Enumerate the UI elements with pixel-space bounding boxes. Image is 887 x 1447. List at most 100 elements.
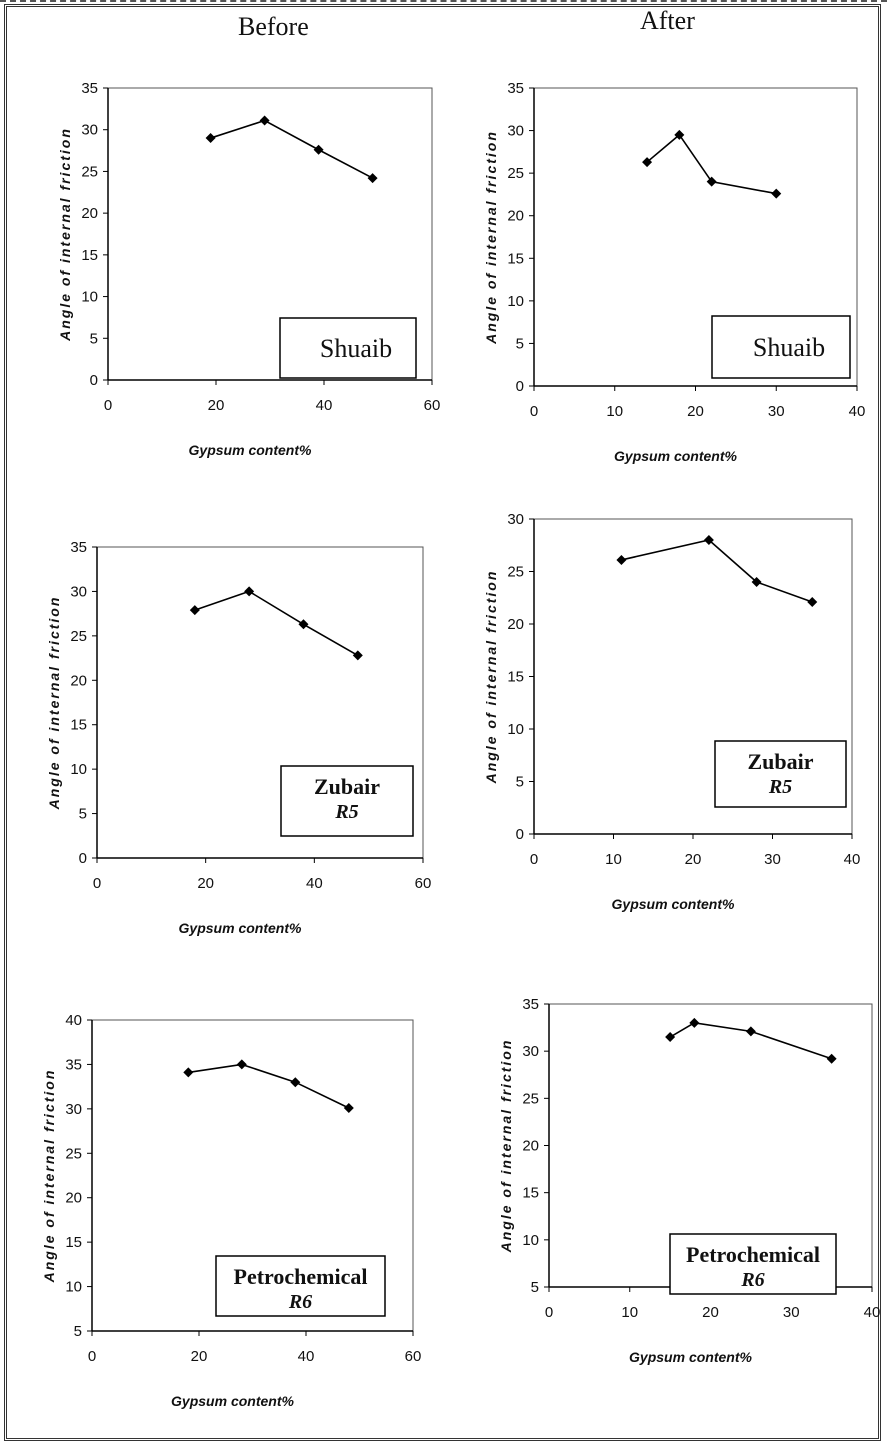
y-tick-label: 35 [65, 1056, 82, 1073]
y-tick-label: 0 [516, 826, 524, 843]
x-tick-label: 20 [191, 1348, 208, 1365]
y-tick-label: 10 [507, 293, 524, 310]
x-tick-label: 40 [849, 403, 866, 420]
x-tick-label: 30 [764, 851, 781, 868]
y-tick-label: 20 [522, 1138, 539, 1155]
data-point [826, 1053, 837, 1064]
data-point [290, 1077, 301, 1088]
x-tick-label: 40 [864, 1304, 881, 1321]
x-tick-label: 0 [93, 875, 101, 892]
x-axis-title: Gypsum content% [629, 1349, 752, 1365]
data-point [642, 157, 653, 168]
x-tick-label: 60 [424, 397, 441, 414]
y-tick-label: 10 [65, 1279, 82, 1296]
label-site-code: R5 [768, 776, 792, 798]
y-tick-label: 30 [522, 1043, 539, 1060]
data-point [616, 554, 627, 565]
y-tick-label: 30 [65, 1101, 82, 1118]
data-point [807, 596, 818, 607]
label-site-code: R6 [288, 1291, 312, 1313]
label-box [215, 1255, 386, 1317]
chart-after-shuaib: 0 5 10 15 20 25 30 35 0 10 20 30 40 Gypsum content% An… [483, 80, 865, 464]
data-point [298, 619, 309, 630]
data-point [367, 173, 378, 184]
x-tick-label: 0 [530, 403, 538, 420]
chart-before-shuaib: 0 5 10 15 20 25 30 35 0 20 40 60 Gypsum content% Angl… [57, 80, 440, 458]
data-point [751, 577, 762, 587]
series-line [621, 539, 813, 603]
y-tick-label: 15 [65, 1234, 82, 1251]
x-tick-label: 10 [621, 1304, 638, 1321]
data-point [745, 1026, 756, 1037]
x-tick-label: 0 [104, 397, 112, 414]
x-tick-label: 10 [605, 851, 622, 868]
label-site-name: Petrochemical [686, 1242, 820, 1267]
series-line [188, 1063, 350, 1109]
y-axis-title: Angle of internal friction [46, 596, 62, 811]
y-tick-label: 25 [65, 1145, 82, 1162]
y-tick-label: 25 [70, 628, 87, 645]
data-point [189, 605, 200, 616]
y-tick-label: 15 [522, 1185, 539, 1202]
x-axis-title: Gypsum content% [612, 896, 735, 912]
x-tick-label: 40 [298, 1348, 315, 1365]
data-point [183, 1067, 194, 1078]
x-tick-label: 40 [316, 397, 333, 414]
data-point [205, 133, 216, 144]
label-box [714, 740, 847, 808]
label-site-name: Shuaib [320, 334, 392, 363]
label-site-name: Zubair [314, 774, 380, 799]
y-tick-label: 30 [70, 583, 87, 600]
data-point [706, 176, 717, 187]
y-tick-label: 0 [79, 850, 87, 867]
y-tick-label: 35 [522, 996, 539, 1013]
x-tick-label: 20 [208, 397, 225, 414]
series-line [194, 590, 359, 657]
x-axis-title: Gypsum content% [171, 1393, 294, 1409]
y-tick-label: 5 [79, 806, 87, 823]
label-box [280, 765, 414, 837]
label-site-name: Petrochemical [234, 1264, 368, 1289]
x-tick-label: 20 [685, 851, 702, 868]
data-point [313, 144, 324, 155]
y-tick-label: 20 [507, 208, 524, 225]
data-point [352, 650, 363, 661]
label-site-name: Zubair [747, 749, 813, 774]
chart-before-petrochemical: 5 10 15 20 25 30 35 40 0 20 40 60 Gypsum content% Ang… [41, 1012, 421, 1409]
top-dashed-border [0, 0, 887, 2]
y-tick-label: 5 [531, 1279, 539, 1296]
y-tick-label: 35 [507, 80, 524, 97]
y-tick-label: 35 [70, 539, 87, 556]
x-tick-label: 40 [306, 875, 323, 892]
y-tick-label: 5 [516, 335, 524, 352]
y-tick-label: 20 [81, 205, 98, 222]
y-axis-title: Angle of internal friction [498, 1039, 514, 1254]
y-tick-label: 40 [65, 1012, 82, 1029]
x-axis-title: Gypsum content% [179, 920, 302, 936]
y-tick-label: 25 [507, 165, 524, 182]
y-tick-label: 20 [507, 616, 524, 633]
x-axis-title: Gypsum content% [614, 448, 737, 464]
y-tick-label: 25 [81, 163, 98, 180]
x-tick-label: 20 [687, 403, 704, 420]
y-tick-label: 10 [70, 761, 87, 778]
label-box [669, 1233, 837, 1295]
label-box [279, 317, 417, 379]
x-tick-label: 20 [702, 1304, 719, 1321]
y-tick-label: 5 [516, 774, 524, 791]
x-tick-label: 30 [783, 1304, 800, 1321]
x-tick-label: 10 [606, 403, 623, 420]
series-line [210, 119, 373, 179]
x-tick-label: 0 [545, 1304, 553, 1321]
y-axis-title: Angle of internal friction [483, 570, 499, 785]
y-tick-label: 25 [507, 564, 524, 581]
y-axis-title: Angle of internal friction [57, 127, 73, 342]
heading-before: Before [238, 12, 309, 41]
figure-frame [4, 4, 881, 1441]
x-tick-label: 0 [530, 851, 538, 868]
x-tick-label: 20 [197, 875, 214, 892]
data-point [236, 1059, 247, 1070]
data-point [674, 129, 685, 140]
label-site-name: Shuaib [753, 333, 825, 362]
y-tick-label: 15 [507, 669, 524, 686]
